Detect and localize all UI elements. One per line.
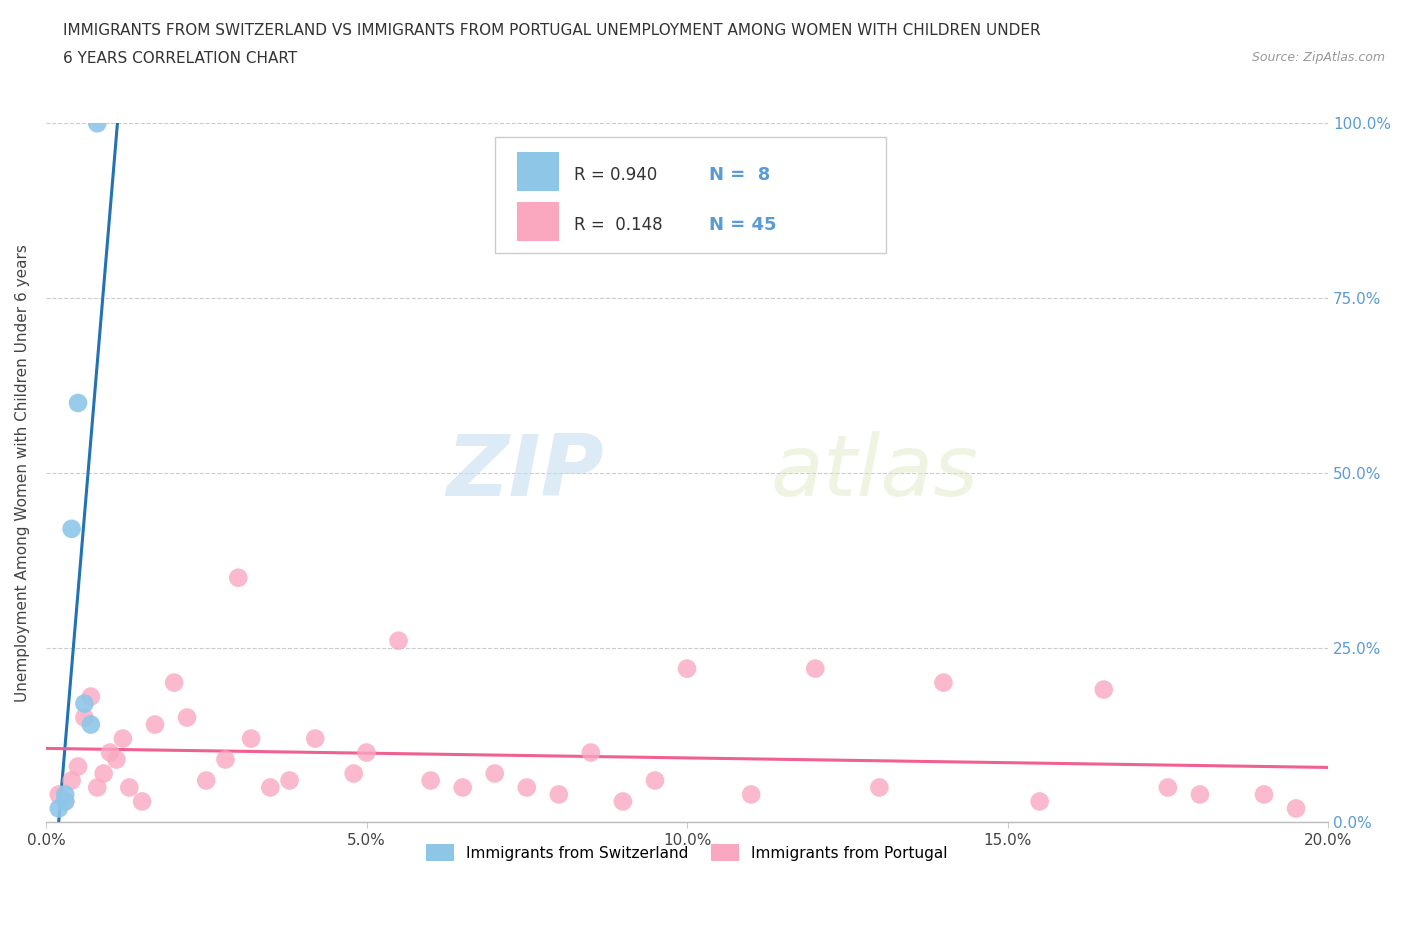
Point [484, 766, 506, 781]
Point [214, 752, 236, 767]
Point [868, 780, 890, 795]
Point [98, 745, 121, 760]
Point [60, 773, 83, 788]
Point [356, 745, 378, 760]
Point [66, 395, 89, 410]
Point [143, 717, 166, 732]
Text: N =  8: N = 8 [709, 166, 770, 184]
Y-axis label: Unemployment Among Women with Children Under 6 years: Unemployment Among Women with Children U… [15, 244, 30, 702]
Point [60, 522, 83, 537]
FancyBboxPatch shape [516, 202, 558, 241]
Point [804, 661, 827, 676]
Point [1028, 794, 1050, 809]
Point [195, 773, 218, 788]
Point [932, 675, 955, 690]
Text: R = 0.940: R = 0.940 [574, 166, 658, 184]
Point [240, 731, 263, 746]
Point [53, 787, 76, 802]
Text: R =  0.148: R = 0.148 [574, 217, 662, 234]
Point [176, 711, 198, 725]
Point [48, 801, 70, 816]
Point [105, 752, 128, 767]
Text: atlas: atlas [770, 432, 979, 514]
Text: ZIP: ZIP [446, 432, 603, 514]
Point [86, 780, 108, 795]
Legend: Immigrants from Switzerland, Immigrants from Portugal: Immigrants from Switzerland, Immigrants … [420, 838, 953, 868]
FancyBboxPatch shape [495, 138, 886, 253]
Point [387, 633, 409, 648]
Point [740, 787, 762, 802]
Point [73, 697, 96, 711]
Point [66, 759, 89, 774]
Point [118, 780, 141, 795]
Point [111, 731, 134, 746]
Point [93, 766, 115, 781]
Point [86, 116, 108, 131]
Point [1253, 787, 1275, 802]
Point [131, 794, 153, 809]
Point [343, 766, 366, 781]
Point [48, 787, 70, 802]
Text: N = 45: N = 45 [709, 217, 776, 234]
Point [1157, 780, 1180, 795]
Point [419, 773, 441, 788]
Point [579, 745, 602, 760]
Point [278, 773, 301, 788]
Text: Source: ZipAtlas.com: Source: ZipAtlas.com [1251, 51, 1385, 64]
FancyBboxPatch shape [516, 153, 558, 191]
Point [163, 675, 186, 690]
Text: 6 YEARS CORRELATION CHART: 6 YEARS CORRELATION CHART [63, 51, 298, 66]
Point [516, 780, 538, 795]
Point [259, 780, 281, 795]
Point [304, 731, 326, 746]
Point [80, 689, 103, 704]
Point [1092, 683, 1115, 698]
Point [612, 794, 634, 809]
Point [1188, 787, 1211, 802]
Point [451, 780, 474, 795]
Point [1285, 801, 1308, 816]
Point [53, 794, 76, 809]
Point [676, 661, 699, 676]
Point [547, 787, 569, 802]
Point [226, 570, 249, 585]
Point [73, 711, 96, 725]
Point [80, 717, 103, 732]
Point [644, 773, 666, 788]
Text: IMMIGRANTS FROM SWITZERLAND VS IMMIGRANTS FROM PORTUGAL UNEMPLOYMENT AMONG WOMEN: IMMIGRANTS FROM SWITZERLAND VS IMMIGRANT… [63, 23, 1040, 38]
Point [53, 794, 76, 809]
